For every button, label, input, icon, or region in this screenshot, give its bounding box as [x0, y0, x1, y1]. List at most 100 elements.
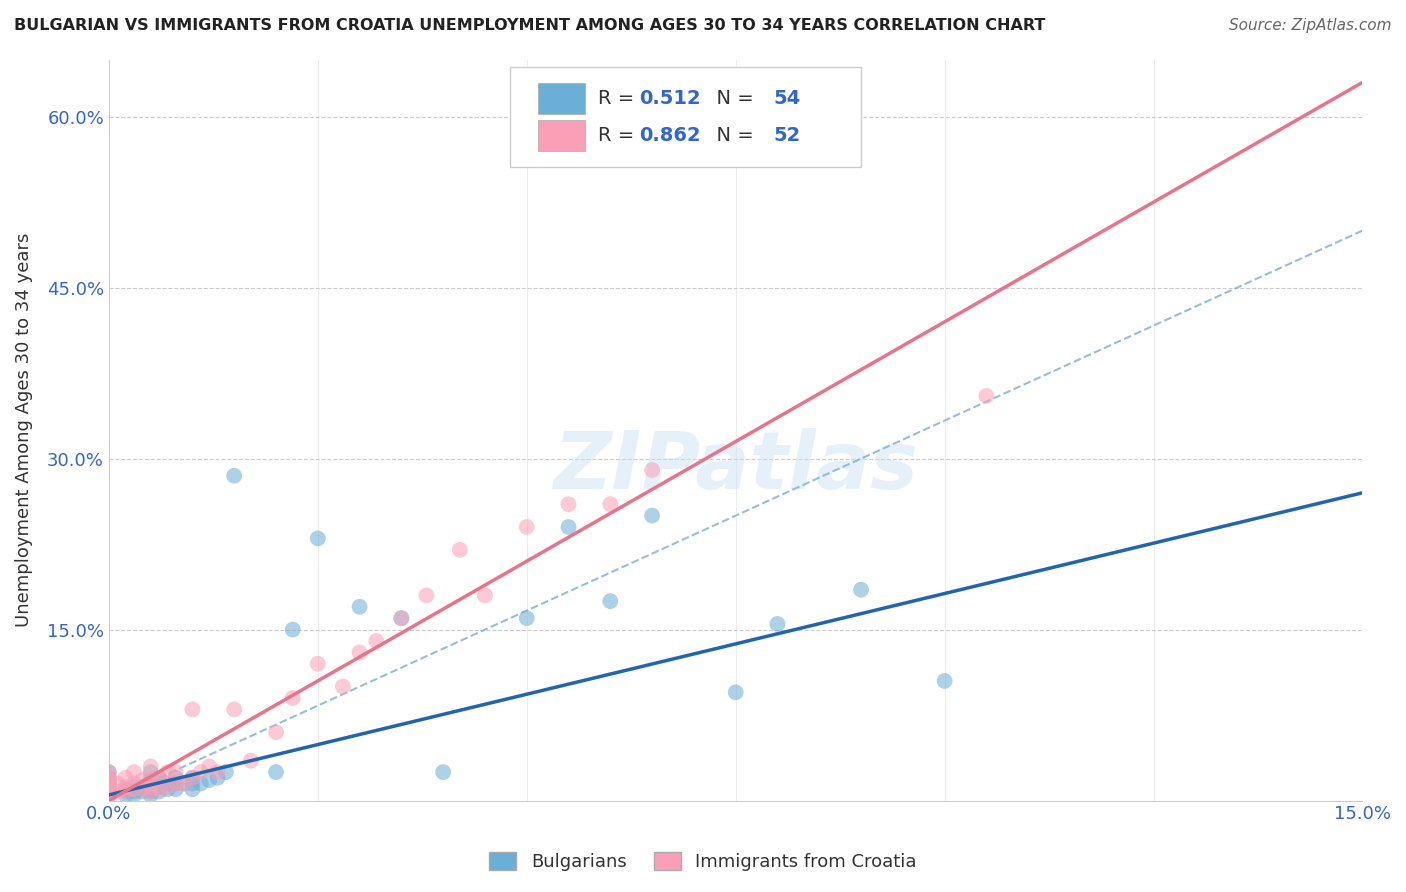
- Point: [148, 780, 170, 794]
- Point: [156, 765, 179, 780]
- Point: [641, 463, 664, 477]
- Point: [139, 773, 162, 788]
- Point: [349, 645, 371, 659]
- Point: [934, 673, 956, 688]
- Point: [198, 759, 221, 773]
- Point: [165, 776, 187, 790]
- Point: [641, 508, 664, 523]
- Point: [139, 765, 162, 780]
- Point: [173, 776, 195, 790]
- Point: [139, 784, 162, 798]
- Point: [97, 776, 120, 790]
- Point: [156, 776, 179, 790]
- Point: [366, 634, 388, 648]
- Point: [766, 616, 789, 631]
- Point: [156, 780, 179, 794]
- Point: [139, 780, 162, 794]
- Point: [139, 771, 162, 785]
- Point: [599, 594, 621, 608]
- Point: [976, 389, 998, 403]
- FancyBboxPatch shape: [537, 83, 585, 113]
- Point: [281, 691, 304, 706]
- Point: [139, 780, 162, 794]
- Point: [181, 771, 204, 785]
- Text: BULGARIAN VS IMMIGRANTS FROM CROATIA UNEMPLOYMENT AMONG AGES 30 TO 34 YEARS CORR: BULGARIAN VS IMMIGRANTS FROM CROATIA UNE…: [14, 18, 1046, 33]
- Point: [97, 771, 120, 785]
- Point: [139, 788, 162, 802]
- Point: [114, 784, 136, 798]
- Point: [105, 784, 128, 798]
- Point: [122, 784, 145, 798]
- Point: [332, 680, 354, 694]
- Point: [264, 725, 287, 739]
- Point: [122, 782, 145, 797]
- Point: [449, 542, 471, 557]
- Point: [131, 773, 153, 788]
- Point: [474, 589, 496, 603]
- Point: [148, 784, 170, 798]
- Point: [131, 784, 153, 798]
- Point: [97, 782, 120, 797]
- Point: [389, 611, 412, 625]
- Point: [97, 780, 120, 794]
- Point: [264, 765, 287, 780]
- Point: [114, 780, 136, 794]
- Point: [165, 765, 187, 780]
- Point: [281, 623, 304, 637]
- Point: [516, 520, 538, 534]
- Point: [139, 784, 162, 798]
- Point: [207, 771, 229, 785]
- Point: [224, 468, 246, 483]
- Point: [148, 782, 170, 797]
- Point: [165, 782, 187, 797]
- Point: [173, 776, 195, 790]
- Text: 0.862: 0.862: [640, 126, 700, 145]
- Text: 0.512: 0.512: [640, 88, 700, 108]
- Text: R =: R =: [598, 88, 640, 108]
- Text: Source: ZipAtlas.com: Source: ZipAtlas.com: [1229, 18, 1392, 33]
- Text: N =: N =: [704, 126, 761, 145]
- Point: [148, 771, 170, 785]
- Point: [122, 788, 145, 802]
- Point: [307, 657, 329, 671]
- Text: 54: 54: [773, 88, 800, 108]
- Point: [516, 611, 538, 625]
- Point: [97, 765, 120, 780]
- Point: [207, 765, 229, 780]
- Point: [97, 776, 120, 790]
- Text: N =: N =: [704, 88, 761, 108]
- FancyBboxPatch shape: [510, 67, 860, 167]
- Point: [131, 780, 153, 794]
- Point: [114, 782, 136, 797]
- Point: [349, 599, 371, 614]
- Point: [181, 782, 204, 797]
- Point: [599, 497, 621, 511]
- Point: [97, 788, 120, 802]
- Text: ZIPatlas: ZIPatlas: [553, 428, 918, 506]
- Point: [239, 754, 262, 768]
- Point: [97, 780, 120, 794]
- Point: [139, 759, 162, 773]
- Text: R =: R =: [598, 126, 640, 145]
- Point: [198, 773, 221, 788]
- Point: [181, 702, 204, 716]
- Point: [97, 788, 120, 802]
- Point: [97, 782, 120, 797]
- Point: [224, 702, 246, 716]
- Point: [190, 776, 212, 790]
- FancyBboxPatch shape: [537, 120, 585, 151]
- Point: [131, 782, 153, 797]
- Point: [215, 765, 238, 780]
- Point: [724, 685, 747, 699]
- Point: [307, 532, 329, 546]
- Point: [139, 782, 162, 797]
- Point: [97, 765, 120, 780]
- Point: [122, 780, 145, 794]
- Point: [181, 776, 204, 790]
- Point: [97, 784, 120, 798]
- Point: [139, 776, 162, 790]
- Point: [114, 771, 136, 785]
- Point: [97, 788, 120, 802]
- Point: [148, 771, 170, 785]
- Point: [557, 497, 579, 511]
